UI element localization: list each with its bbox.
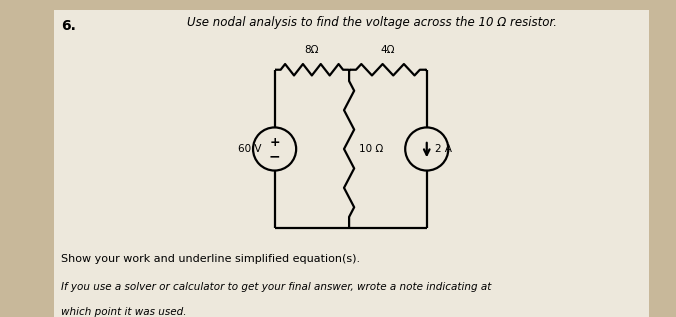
FancyBboxPatch shape [54,10,649,317]
Text: +: + [269,136,280,149]
Text: Show your work and underline simplified equation(s).: Show your work and underline simplified … [61,254,360,264]
Text: Use nodal analysis to find the voltage across the 10 Ω resistor.: Use nodal analysis to find the voltage a… [187,16,557,29]
Text: 6.: 6. [61,19,76,33]
Text: 2 A: 2 A [435,144,452,154]
Text: −: − [269,149,281,163]
Text: If you use a solver or calculator to get your final answer, wrote a note indicat: If you use a solver or calculator to get… [61,282,491,292]
Text: 10 Ω: 10 Ω [359,144,383,154]
Text: 8Ω: 8Ω [305,45,319,55]
Text: which point it was used.: which point it was used. [61,307,187,317]
Text: 60 V: 60 V [239,144,262,154]
Text: 4Ω: 4Ω [381,45,395,55]
